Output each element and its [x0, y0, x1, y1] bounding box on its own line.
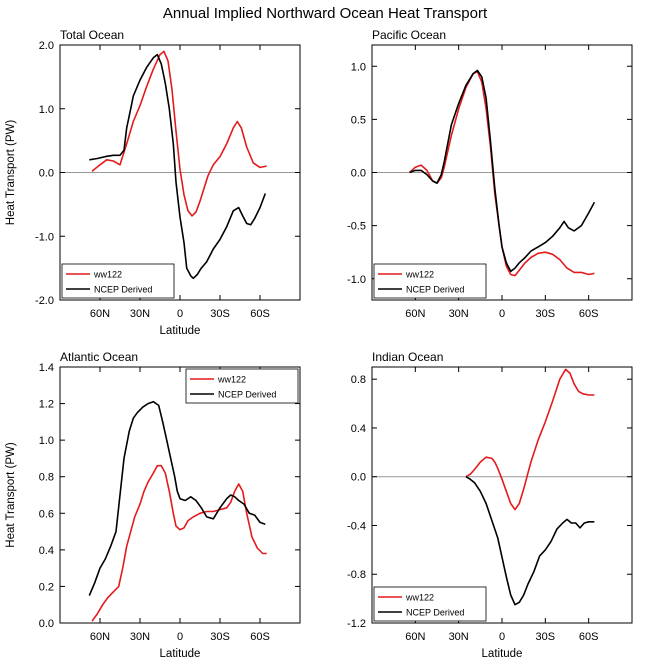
atlantic-ocean-legend-label-ww122: ww122 [217, 375, 246, 385]
indian-ocean-title: Indian Ocean [372, 350, 443, 364]
indian-ocean-legend-label-ncep-derived: NCEP Derived [406, 608, 464, 618]
total-ocean-legend-box [61, 263, 175, 299]
indian-ocean-xtick-label: 30N [449, 631, 469, 643]
indian-ocean-xtick-label: 60S [579, 631, 599, 643]
atlantic-ocean-ytick-label: 1.0 [39, 435, 54, 447]
atlantic-ocean-legend-box [185, 368, 299, 404]
pacific-ocean-xtick-label: 60N [405, 308, 425, 320]
atlantic-ocean-ytick-label: 0.6 [39, 508, 54, 520]
total-ocean-xlabel: Latitude [160, 325, 201, 337]
panel-atlantic-ocean: Atlantic Ocean 60N 30N 0 30S 60S 1.4 1.2 1.0 0.8 0… [5, 350, 301, 660]
total-ocean-series-ww122 [91, 50, 267, 217]
pacific-ocean-ytick-label: -1.0 [347, 274, 366, 286]
total-ocean-ytick-label: 0.0 [39, 168, 54, 180]
total-ocean-ytick-label: -1.0 [35, 231, 54, 243]
atlantic-ocean-title: Atlantic Ocean [60, 350, 138, 364]
atlantic-ocean-ytick-label: 0.4 [39, 545, 54, 557]
atlantic-ocean-ytick-label: 1.4 [39, 362, 54, 374]
indian-ocean-ytick-label: 0.0 [351, 472, 366, 484]
atlantic-ocean-xtick-label: 60N [90, 631, 110, 643]
indian-ocean-xtick-label: 0 [499, 631, 505, 643]
atlantic-ocean-series-ww122 [91, 464, 267, 622]
pacific-ocean-title: Pacific Ocean [372, 28, 446, 42]
pacific-ocean-xtick-label: 30S [536, 308, 556, 320]
indian-ocean-ytick-label: -1.2 [347, 618, 366, 630]
panels: Total Ocean 60N 30N 0 30S 60S 2.0 1.0 0.0 -1.0 -2.… [5, 28, 633, 660]
total-ocean-legend: ww122 NCEP Derived [61, 263, 175, 299]
pacific-ocean-xtick-label: 30N [449, 308, 469, 320]
atlantic-ocean-xlabel: Latitude [160, 648, 201, 660]
pacific-ocean-xtick-label: 60S [579, 308, 599, 320]
atlantic-ocean-xtick-label: 30N [130, 631, 150, 643]
total-ocean-legend-label-ww122: ww122 [93, 270, 122, 280]
indian-ocean-legend-box [373, 586, 487, 622]
pacific-ocean-ytick-label: 0.0 [351, 168, 366, 180]
pacific-ocean-legend-label-ncep-derived: NCEP Derived [406, 285, 464, 295]
indian-ocean-series-ww122 [465, 368, 595, 511]
indian-ocean-ytick-label: 0.4 [351, 423, 366, 435]
indian-ocean-legend: ww122 NCEP Derived [373, 586, 487, 622]
panel-indian-ocean: Indian Ocean 60N 30N 0 30S 60S 0.8 0.4 0.0 -0.4 -0… [347, 350, 633, 660]
total-ocean-ytick-label: -2.0 [35, 295, 54, 307]
total-ocean-title: Total Ocean [60, 28, 124, 42]
atlantic-ocean-ytick-label: 0.8 [39, 472, 54, 484]
pacific-ocean-legend: ww122 NCEP Derived [373, 263, 487, 299]
indian-ocean-xtick-label: 60N [405, 631, 425, 643]
atlantic-ocean-ylabel: Heat Transport (PW) [5, 442, 17, 548]
indian-ocean-plot-frame [371, 366, 633, 624]
indian-ocean-xtick-label: 30S [536, 631, 556, 643]
total-ocean-xtick-label: 60N [90, 308, 110, 320]
total-ocean-ylabel: Heat Transport (PW) [5, 120, 17, 226]
indian-ocean-series-ncep-derived [465, 476, 595, 606]
atlantic-ocean-series-ncep-derived [88, 400, 266, 596]
indian-ocean-ytick-label: -0.8 [347, 569, 366, 581]
indian-ocean-xlabel: Latitude [482, 648, 523, 660]
total-ocean-xtick-label: 0 [177, 308, 183, 320]
pacific-ocean-ytick-label: -0.5 [347, 221, 366, 233]
indian-ocean-ytick-label: 0.8 [351, 374, 366, 386]
pacific-ocean-xtick-label: 0 [499, 308, 505, 320]
panel-pacific-ocean: Pacific Ocean 60N 30N 0 30S 60S 1.0 0.5 0.0 -0.5 -… [347, 28, 633, 320]
total-ocean-xtick-label: 60S [250, 308, 270, 320]
atlantic-ocean-xtick-label: 60S [250, 631, 270, 643]
indian-ocean-legend-label-ww122: ww122 [405, 593, 434, 603]
atlantic-ocean-ytick-label: 0.0 [39, 618, 54, 630]
pacific-ocean-legend-box [373, 263, 487, 299]
total-ocean-series-ncep-derived [89, 53, 267, 280]
atlantic-ocean-legend-label-ncep-derived: NCEP Derived [218, 390, 276, 400]
pacific-ocean-ytick-label: 1.0 [351, 61, 366, 73]
atlantic-ocean-plot-frame [59, 366, 301, 624]
pacific-ocean-ytick-label: 0.5 [351, 114, 366, 126]
total-ocean-ytick-label: 2.0 [39, 40, 54, 52]
atlantic-ocean-xtick-label: 30S [210, 631, 230, 643]
atlantic-ocean-ytick-label: 1.2 [39, 399, 54, 411]
pacific-ocean-series-ncep-derived [409, 69, 596, 273]
figure-title: Annual Implied Northward Ocean Heat Tran… [163, 5, 488, 22]
pacific-ocean-legend-label-ww122: ww122 [405, 270, 434, 280]
atlantic-ocean-legend: ww122 NCEP Derived [185, 368, 299, 404]
atlantic-ocean-ytick-label: 0.2 [39, 581, 54, 593]
total-ocean-xtick-label: 30S [210, 308, 230, 320]
total-ocean-ytick-label: 1.0 [39, 104, 54, 116]
total-ocean-legend-label-ncep-derived: NCEP Derived [94, 285, 152, 295]
panel-total-ocean: Total Ocean 60N 30N 0 30S 60S 2.0 1.0 0.0 -1.0 -2.… [5, 28, 301, 337]
atlantic-ocean-xtick-label: 0 [177, 631, 183, 643]
indian-ocean-ytick-label: -0.4 [347, 520, 366, 532]
total-ocean-xtick-label: 30N [130, 308, 150, 320]
